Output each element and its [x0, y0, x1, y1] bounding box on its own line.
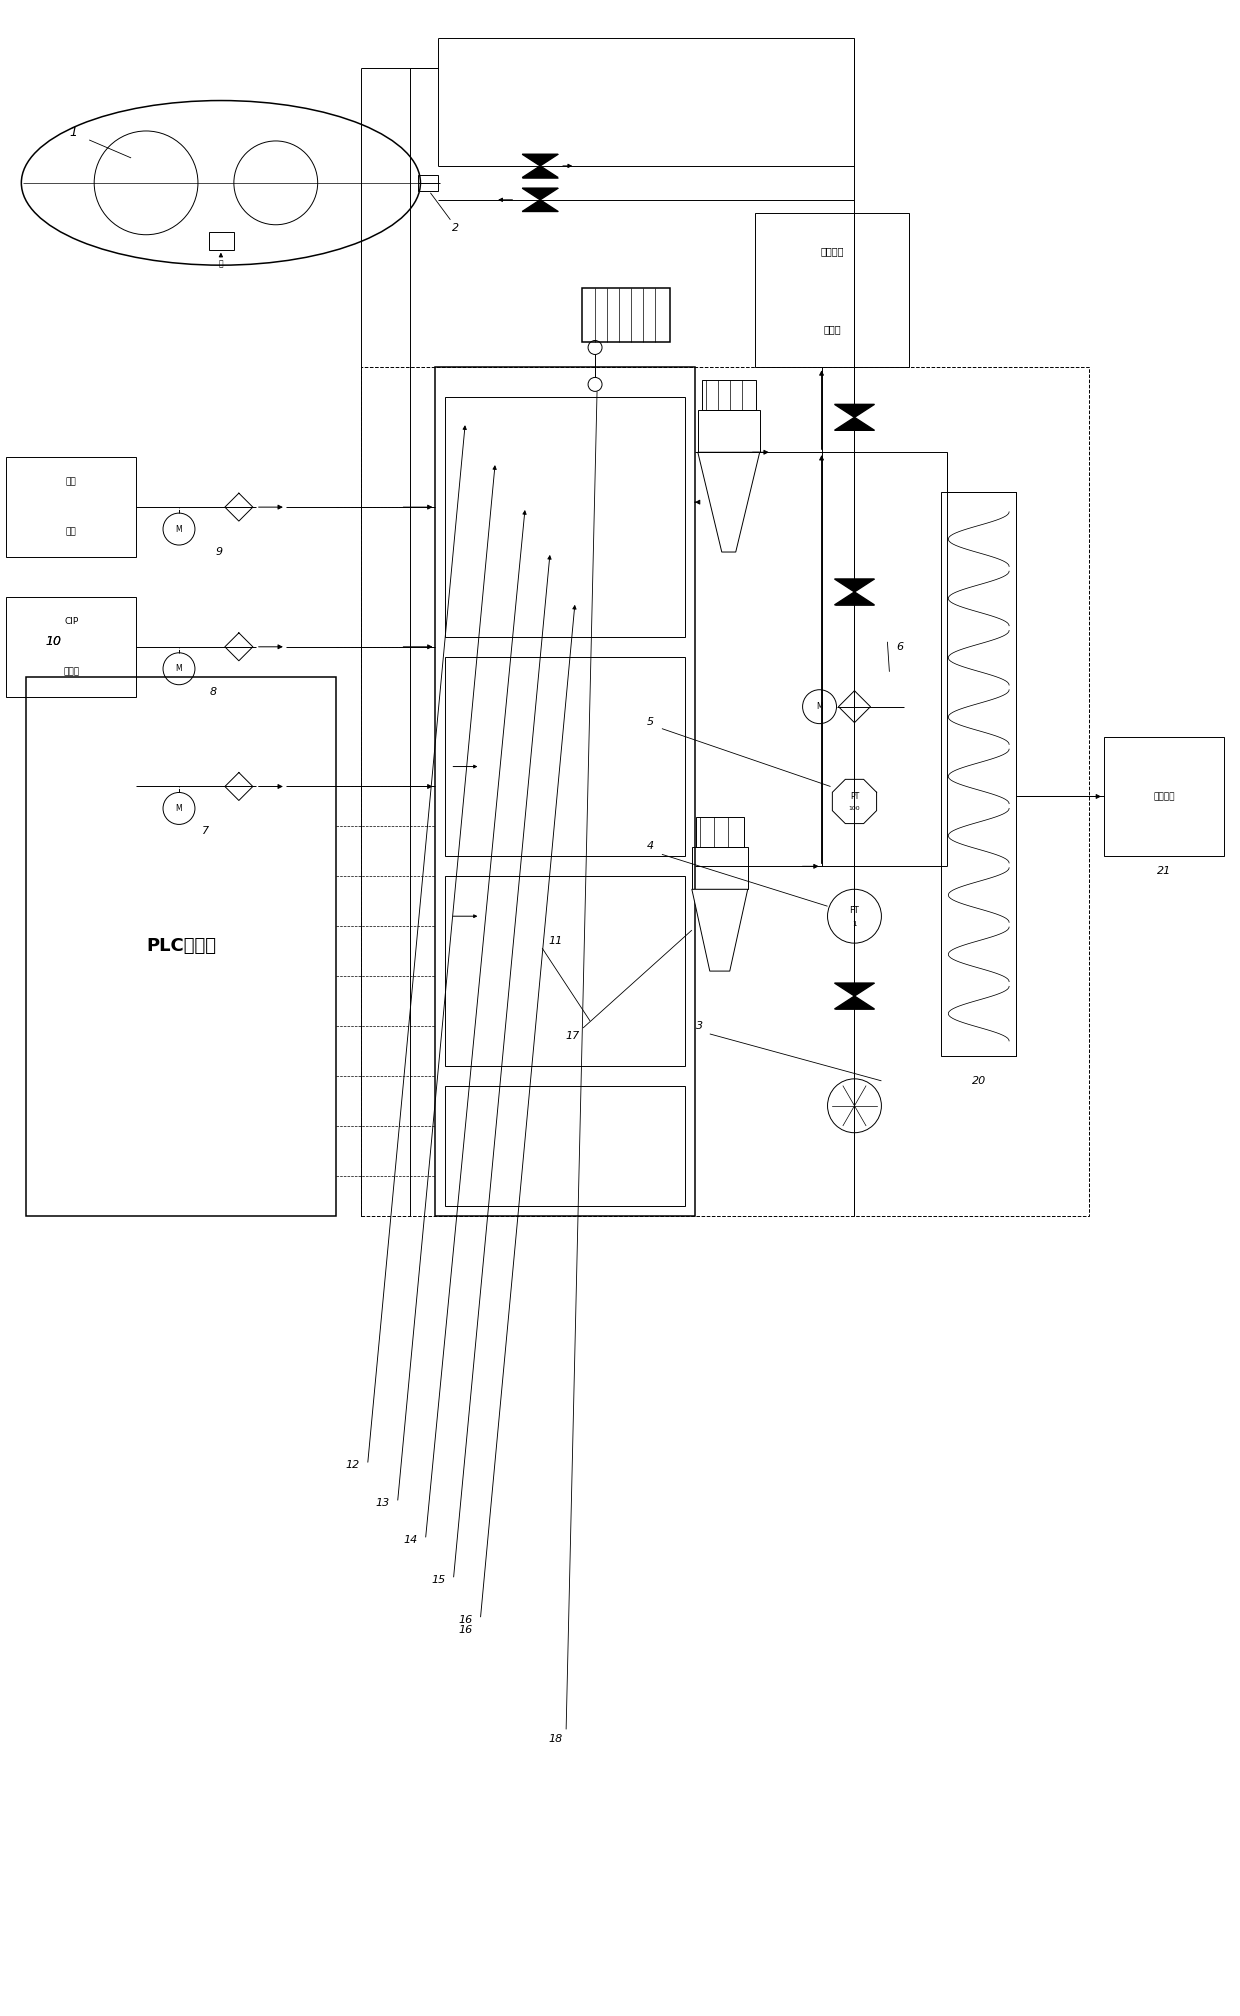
Bar — [6, 597, 136, 698]
Polygon shape — [835, 405, 874, 417]
Text: 3: 3 — [696, 1020, 703, 1030]
Text: 上位机: 上位机 — [823, 325, 841, 335]
Text: M: M — [176, 804, 182, 812]
Bar — [941, 492, 1016, 1056]
Bar — [26, 677, 336, 1216]
Text: 2: 2 — [451, 222, 459, 232]
Text: 16: 16 — [459, 1615, 472, 1625]
Bar — [696, 816, 744, 847]
Text: 10: 10 — [46, 635, 61, 649]
Text: M: M — [816, 702, 823, 712]
Text: 15: 15 — [432, 1574, 445, 1585]
Bar — [702, 381, 755, 411]
Polygon shape — [835, 984, 874, 996]
Text: 20: 20 — [972, 1077, 986, 1087]
Polygon shape — [692, 889, 748, 972]
Bar — [1104, 736, 1224, 857]
Text: 冰水: 冰水 — [66, 478, 77, 486]
Text: 11: 11 — [548, 935, 562, 946]
Polygon shape — [522, 200, 558, 212]
Text: 1: 1 — [852, 921, 857, 927]
Bar — [445, 1087, 684, 1206]
Text: 14: 14 — [403, 1534, 418, 1544]
Text: 检测系统: 检测系统 — [821, 246, 843, 256]
Text: 16: 16 — [459, 1625, 472, 1635]
Text: PLC控制模: PLC控制模 — [146, 937, 216, 956]
Text: 12: 12 — [346, 1460, 360, 1470]
Bar — [692, 847, 748, 889]
Bar — [755, 214, 909, 367]
Bar — [435, 367, 694, 1216]
Text: 清洗液: 清洗液 — [63, 667, 79, 675]
Bar — [418, 175, 439, 192]
Text: 清洗: 清洗 — [66, 528, 77, 536]
Polygon shape — [522, 187, 558, 200]
Bar — [361, 367, 1089, 1216]
Text: 滤: 滤 — [218, 260, 223, 268]
Text: 9: 9 — [216, 546, 222, 556]
Bar — [582, 288, 670, 343]
Bar — [208, 232, 234, 250]
Polygon shape — [522, 165, 558, 177]
Text: 8: 8 — [210, 687, 217, 698]
Polygon shape — [835, 593, 874, 605]
Text: 1: 1 — [69, 127, 77, 139]
Text: 100: 100 — [848, 806, 861, 810]
Bar — [445, 657, 684, 857]
Text: 21: 21 — [1157, 867, 1171, 877]
Polygon shape — [835, 579, 874, 593]
Text: 10: 10 — [46, 635, 61, 649]
Bar — [445, 877, 684, 1066]
Text: 6: 6 — [895, 641, 903, 651]
Text: M: M — [176, 524, 182, 534]
Bar — [6, 458, 136, 556]
Text: PT: PT — [849, 792, 859, 800]
Text: 5: 5 — [646, 716, 653, 726]
Bar — [698, 411, 760, 452]
Polygon shape — [522, 153, 558, 165]
Bar — [445, 397, 684, 637]
Text: M: M — [176, 663, 182, 673]
Polygon shape — [698, 452, 760, 552]
Text: 大流量计: 大流量计 — [1153, 792, 1174, 800]
Text: FT: FT — [849, 905, 859, 915]
Text: 18: 18 — [548, 1734, 562, 1744]
Polygon shape — [835, 417, 874, 429]
Text: 13: 13 — [376, 1498, 389, 1508]
Text: 7: 7 — [202, 827, 210, 837]
Text: 17: 17 — [565, 1030, 579, 1040]
Text: CIP: CIP — [64, 617, 78, 627]
Text: 4: 4 — [646, 841, 653, 851]
Polygon shape — [835, 996, 874, 1008]
